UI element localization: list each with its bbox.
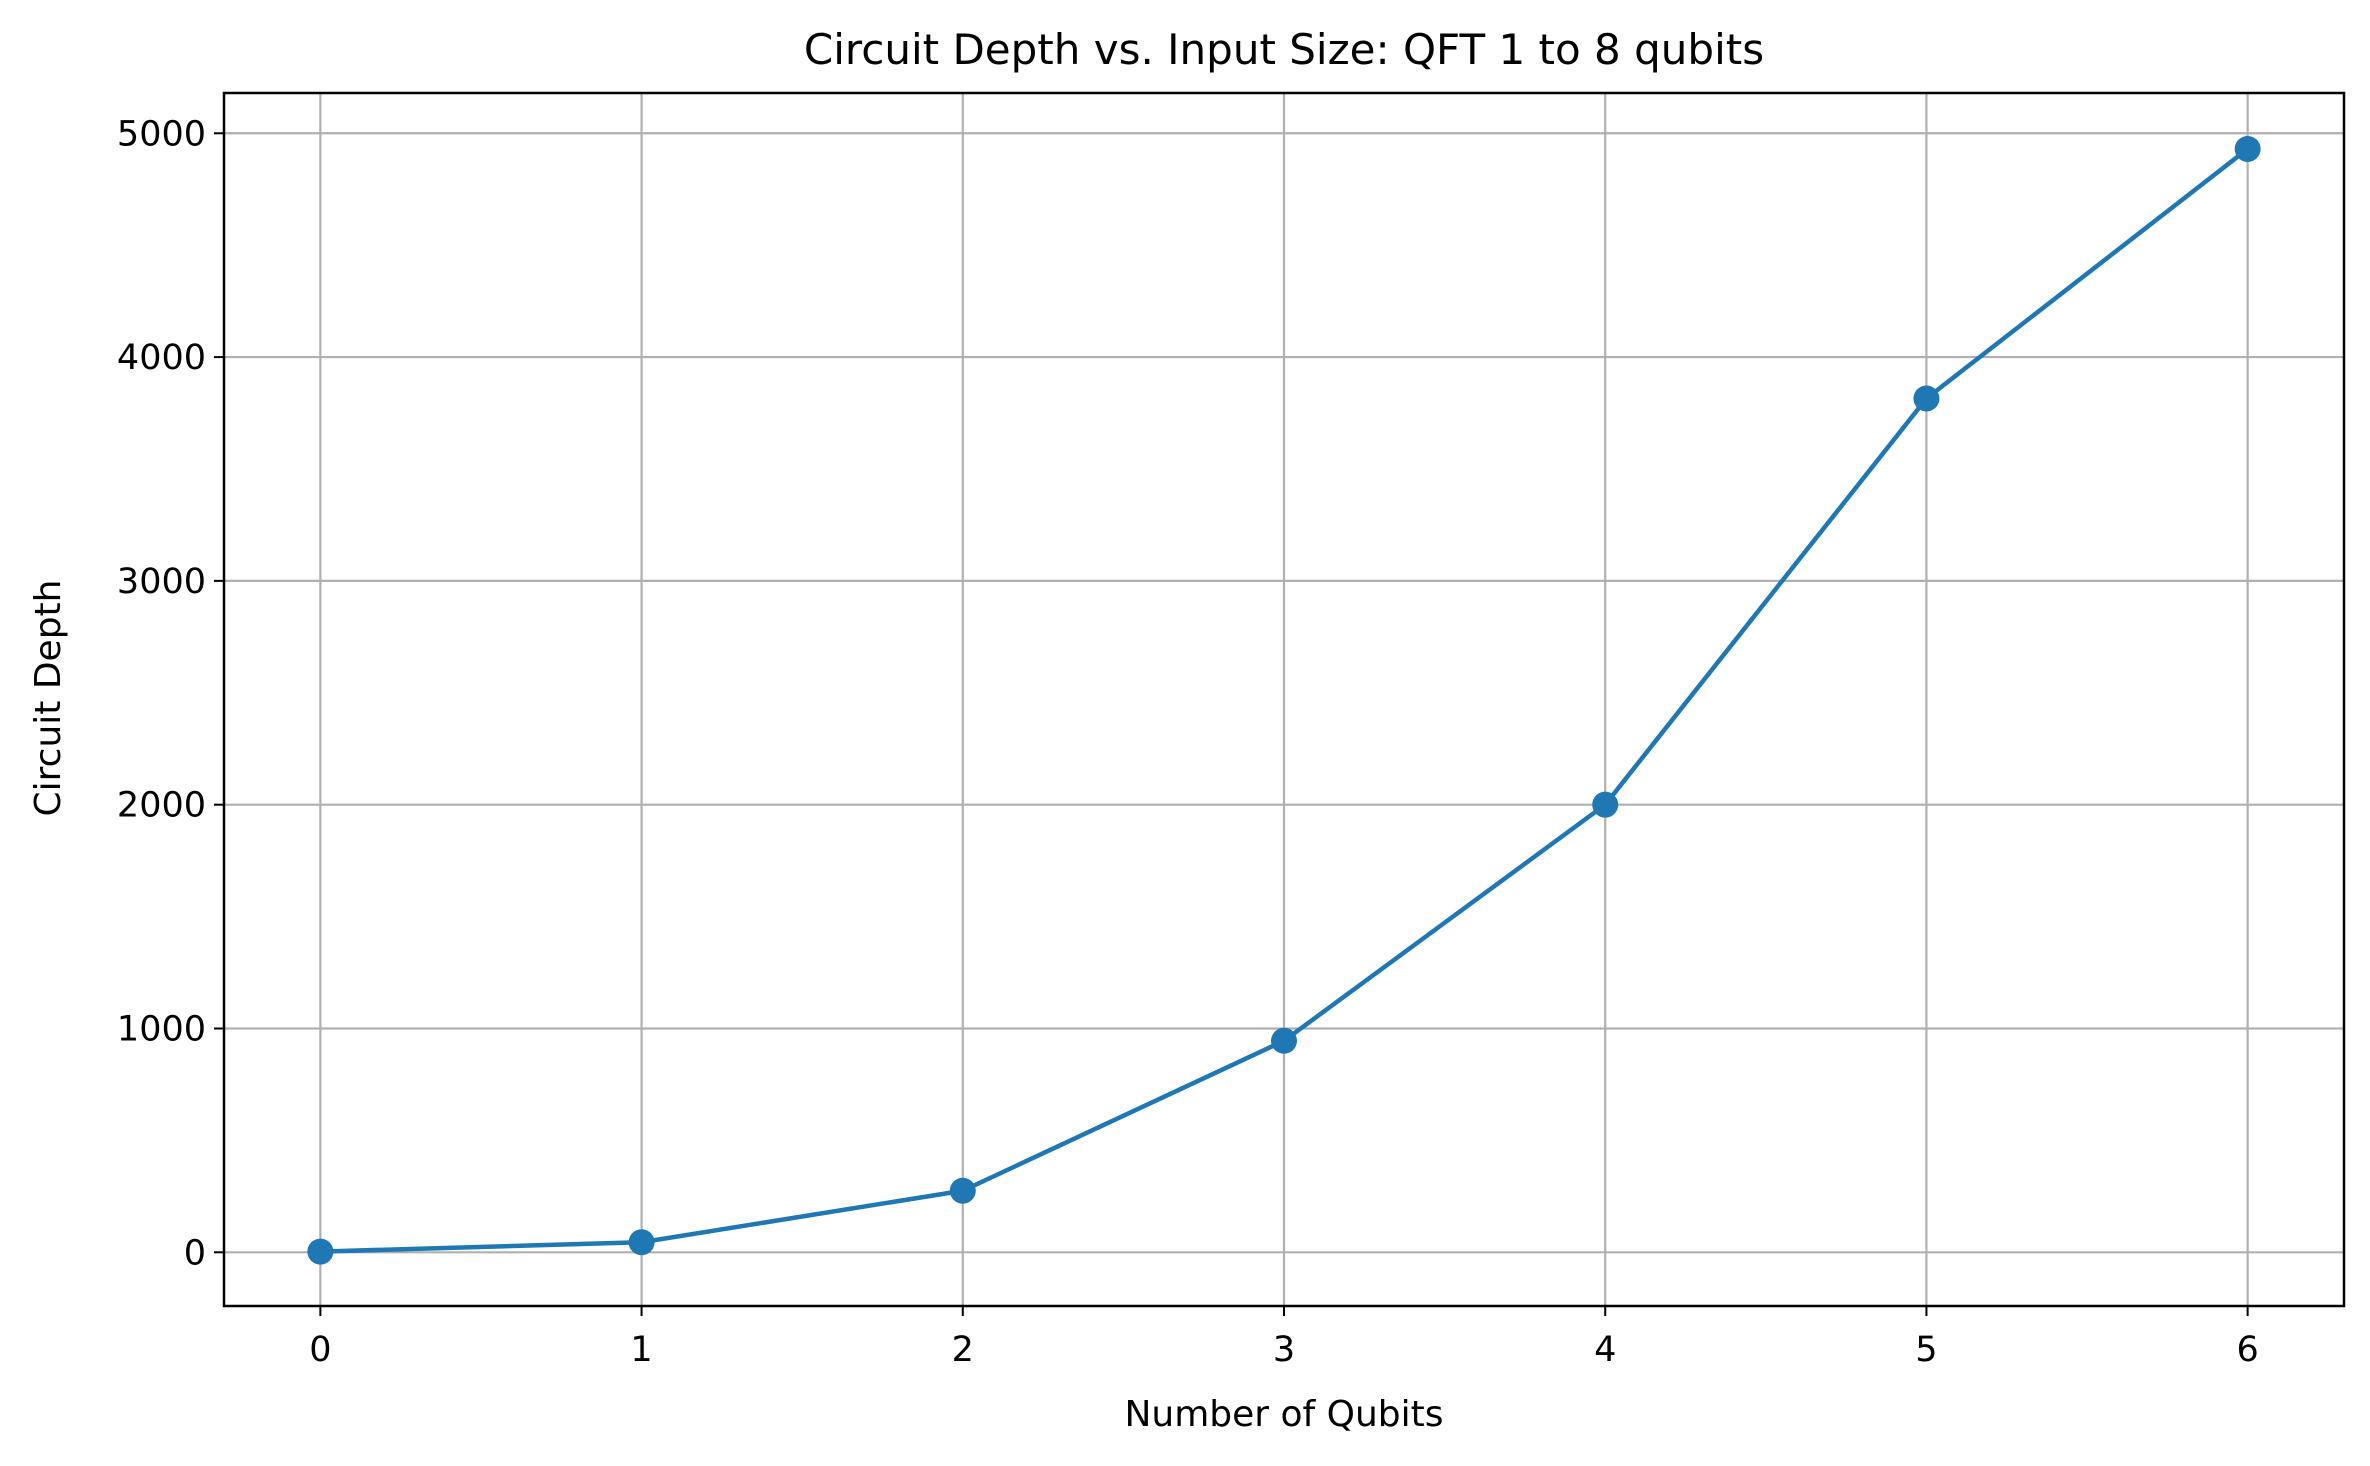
- x-tick-label: 5: [1915, 1330, 1937, 1370]
- y-tick-label: 3000: [117, 562, 206, 602]
- y-tick-label: 4000: [117, 338, 206, 378]
- data-point: [1592, 791, 1619, 818]
- x-tick-label: 0: [309, 1330, 331, 1370]
- y-axis-label: Circuit Depth: [28, 580, 69, 817]
- y-tick-label: 2000: [117, 786, 206, 826]
- x-axis-label: Number of Qubits: [1124, 1394, 1443, 1435]
- grid: [224, 93, 2344, 1306]
- chart-title: Circuit Depth vs. Input Size: QFT 1 to 8…: [804, 25, 1764, 74]
- x-tick-label: 4: [1594, 1330, 1616, 1370]
- series-layer: [307, 135, 2261, 1265]
- ticks: 0 1 2 3 4 5 6 0 1000 2000 3000 4000 5000: [117, 114, 2259, 1370]
- data-point: [1913, 385, 1940, 412]
- y-tick-label: 0: [184, 1233, 206, 1273]
- x-tick-label: 1: [630, 1330, 652, 1370]
- data-point: [628, 1229, 655, 1256]
- y-tick-label: 1000: [117, 1009, 206, 1049]
- data-point: [1271, 1027, 1297, 1054]
- data-point: [307, 1238, 334, 1265]
- x-tick-label: 6: [2236, 1330, 2258, 1370]
- x-tick-label: 2: [952, 1330, 974, 1370]
- data-point: [949, 1177, 976, 1204]
- x-tick-label: 3: [1273, 1330, 1295, 1370]
- y-tick-label: 5000: [117, 114, 206, 154]
- data-point: [2234, 135, 2261, 162]
